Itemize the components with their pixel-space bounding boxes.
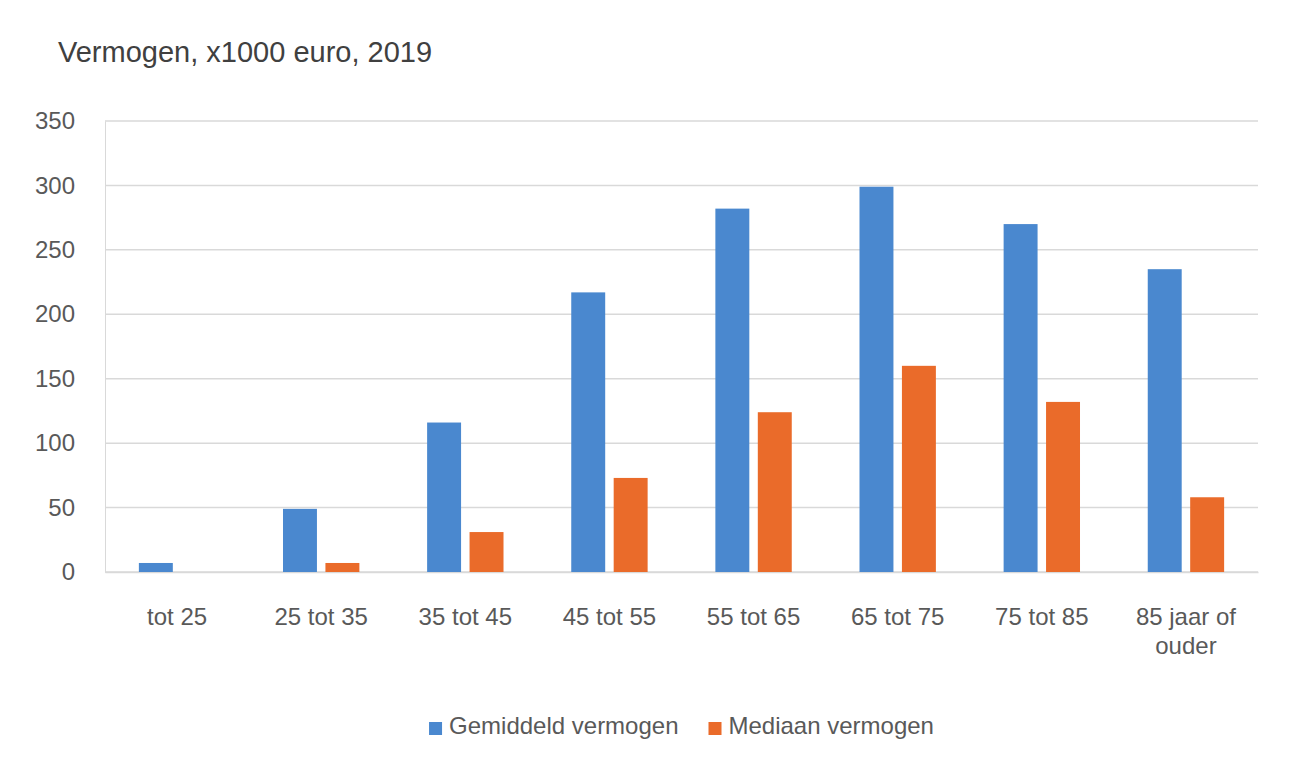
legend: Gemiddeld vermogen Mediaan vermogen xyxy=(429,712,934,739)
x-tick-label: 65 tot 75 xyxy=(851,603,944,630)
y-tick-label: 50 xyxy=(48,494,75,521)
bar xyxy=(139,563,173,572)
y-tick-label: 250 xyxy=(35,236,75,263)
x-tick: 65 tot 75 xyxy=(851,572,944,630)
y-tick-label: 100 xyxy=(35,429,75,456)
x-tick-label: 85 jaar ofouder xyxy=(1136,603,1236,659)
y-tick: 50 xyxy=(48,494,105,521)
y-tick: 350 xyxy=(35,107,105,134)
bar xyxy=(758,412,792,572)
grid-line xyxy=(105,249,1258,251)
x-tick: 45 tot 55 xyxy=(563,572,656,630)
y-tick: 250 xyxy=(35,236,105,263)
bar xyxy=(571,292,605,572)
bar xyxy=(1004,224,1038,572)
bar xyxy=(283,509,317,572)
x-tick: tot 25 xyxy=(147,572,207,630)
legend-label: Gemiddeld vermogen xyxy=(449,712,678,739)
y-tick-label: 200 xyxy=(35,300,75,327)
legend-swatch xyxy=(709,722,722,735)
y-tick-label: 300 xyxy=(35,172,75,199)
grid-line xyxy=(105,442,1258,444)
x-tick-label: 45 tot 55 xyxy=(563,603,656,630)
plot: 0 50 100 150 200 250 300 350 tot 25 25 tot 35 35 t… xyxy=(35,107,1259,659)
x-axis: tot 25 25 tot 35 35 tot 45 45 tot 55 55 tot … xyxy=(106,572,1259,659)
bar xyxy=(1148,269,1182,572)
x-tick: 25 tot 35 xyxy=(274,572,367,630)
x-tick: 75 tot 85 xyxy=(995,572,1088,630)
x-tick-label: 35 tot 45 xyxy=(419,603,512,630)
bar xyxy=(902,366,936,572)
x-tick-label: 55 tot 65 xyxy=(707,603,800,630)
bar xyxy=(470,532,504,572)
x-tick: 35 tot 45 xyxy=(419,572,512,630)
bar xyxy=(427,423,461,572)
x-tick-label: tot 25 xyxy=(147,603,207,630)
y-axis-line xyxy=(105,122,106,573)
y-tick: 300 xyxy=(35,172,105,199)
y-tick: 0 xyxy=(62,558,105,585)
grid-line xyxy=(105,378,1258,380)
bars xyxy=(139,187,1224,572)
bar xyxy=(859,187,893,572)
x-tick: 55 tot 65 xyxy=(707,572,800,630)
series xyxy=(139,187,1182,572)
bar xyxy=(614,478,648,572)
grid-line xyxy=(105,507,1258,509)
grid xyxy=(105,121,1258,572)
y-tick: 150 xyxy=(35,365,105,392)
x-tick-label: 75 tot 85 xyxy=(995,603,1088,630)
grid-line xyxy=(105,571,1258,573)
legend-item: Mediaan vermogen xyxy=(709,712,934,739)
bar xyxy=(1046,402,1080,572)
bar xyxy=(181,572,215,573)
series xyxy=(325,366,1224,572)
bar xyxy=(325,563,359,572)
y-tick-label: 150 xyxy=(35,365,75,392)
chart: Vermogen, x1000 euro, 2019 0 50 100 150 200 25… xyxy=(0,0,1299,778)
x-tick-label: 25 tot 35 xyxy=(274,603,367,630)
y-tick: 200 xyxy=(35,300,105,327)
title: Vermogen, x1000 euro, 2019 xyxy=(58,36,432,68)
grid-line xyxy=(105,120,1258,122)
x-tick: 85 jaar ofouder xyxy=(1136,572,1236,659)
y-tick-label: 350 xyxy=(35,107,75,134)
grid-line xyxy=(105,185,1258,187)
legend-item: Gemiddeld vermogen xyxy=(429,712,678,739)
grid-line xyxy=(105,314,1258,316)
bar xyxy=(715,209,749,572)
legend-label: Mediaan vermogen xyxy=(729,712,934,739)
y-axis: 0 50 100 150 200 250 300 350 xyxy=(35,107,106,585)
legend-swatch xyxy=(429,722,442,735)
y-tick-label: 0 xyxy=(62,558,75,585)
x-axis-line xyxy=(106,572,1259,574)
bar xyxy=(1190,497,1224,572)
y-tick: 100 xyxy=(35,429,105,456)
